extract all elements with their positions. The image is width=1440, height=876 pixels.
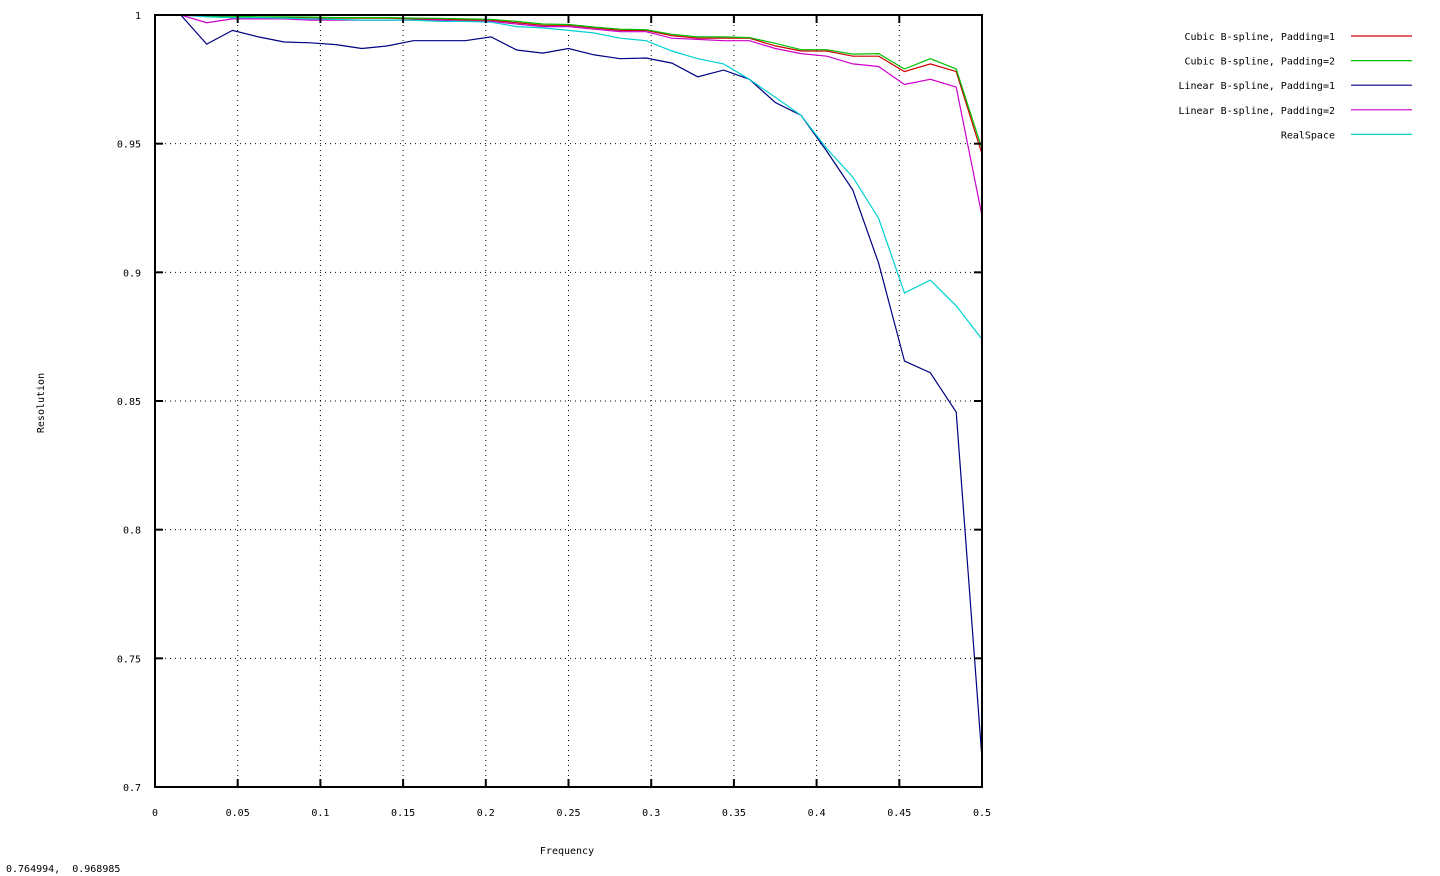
series-line-2	[180, 14, 983, 759]
series-lines	[180, 14, 983, 759]
y-tick-label: 0.85	[117, 397, 141, 408]
y-tick-label: 0.9	[123, 268, 141, 279]
x-tick-label: 0.4	[808, 808, 826, 819]
y-tick-label: 0.8	[123, 526, 141, 537]
legend-label: Linear B-spline, Padding=2	[1178, 106, 1335, 117]
y-tick-label: 1	[135, 11, 141, 22]
grid-lines	[155, 15, 982, 787]
y-tick-label: 0.75	[117, 654, 141, 665]
x-tick-label: 0.45	[887, 808, 911, 819]
x-tick-label: 0.3	[642, 808, 660, 819]
x-tick-label: 0.05	[226, 808, 250, 819]
legend-label: Cubic B-spline, Padding=1	[1184, 32, 1335, 43]
x-tick-label: 0.25	[556, 808, 580, 819]
y-axis-label: Resolution	[36, 373, 47, 433]
x-tick-label: 0	[152, 808, 158, 819]
x-tick-label: 0.35	[722, 808, 746, 819]
legend-label: Cubic B-spline, Padding=2	[1184, 57, 1335, 68]
series-line-3	[180, 14, 983, 216]
y-tick-label: 0.95	[117, 140, 141, 151]
legend-label: Linear B-spline, Padding=1	[1178, 81, 1335, 92]
mouse-coordinate-readout: 0.764994, 0.968985	[6, 864, 121, 875]
x-tick-label: 0.5	[973, 808, 991, 819]
axis-ticks: 0 0.05 0.1 0.15 0.2 0.25 0.3 0.35 0.4 0.45 0.5 0.7 0…	[117, 11, 991, 819]
series-line-4	[180, 14, 983, 340]
series-line-1	[180, 14, 983, 149]
x-tick-label: 0.15	[391, 808, 415, 819]
y-tick-label: 0.7	[123, 783, 141, 794]
legend: Cubic B-spline, Padding=1 Cubic B-spline,…	[1178, 32, 1412, 141]
series-line-0	[180, 14, 983, 155]
legend-label: RealSpace	[1281, 130, 1335, 141]
x-axis-label: Frequency	[540, 846, 594, 857]
x-tick-label: 0.2	[477, 808, 495, 819]
x-tick-label: 0.1	[311, 808, 329, 819]
